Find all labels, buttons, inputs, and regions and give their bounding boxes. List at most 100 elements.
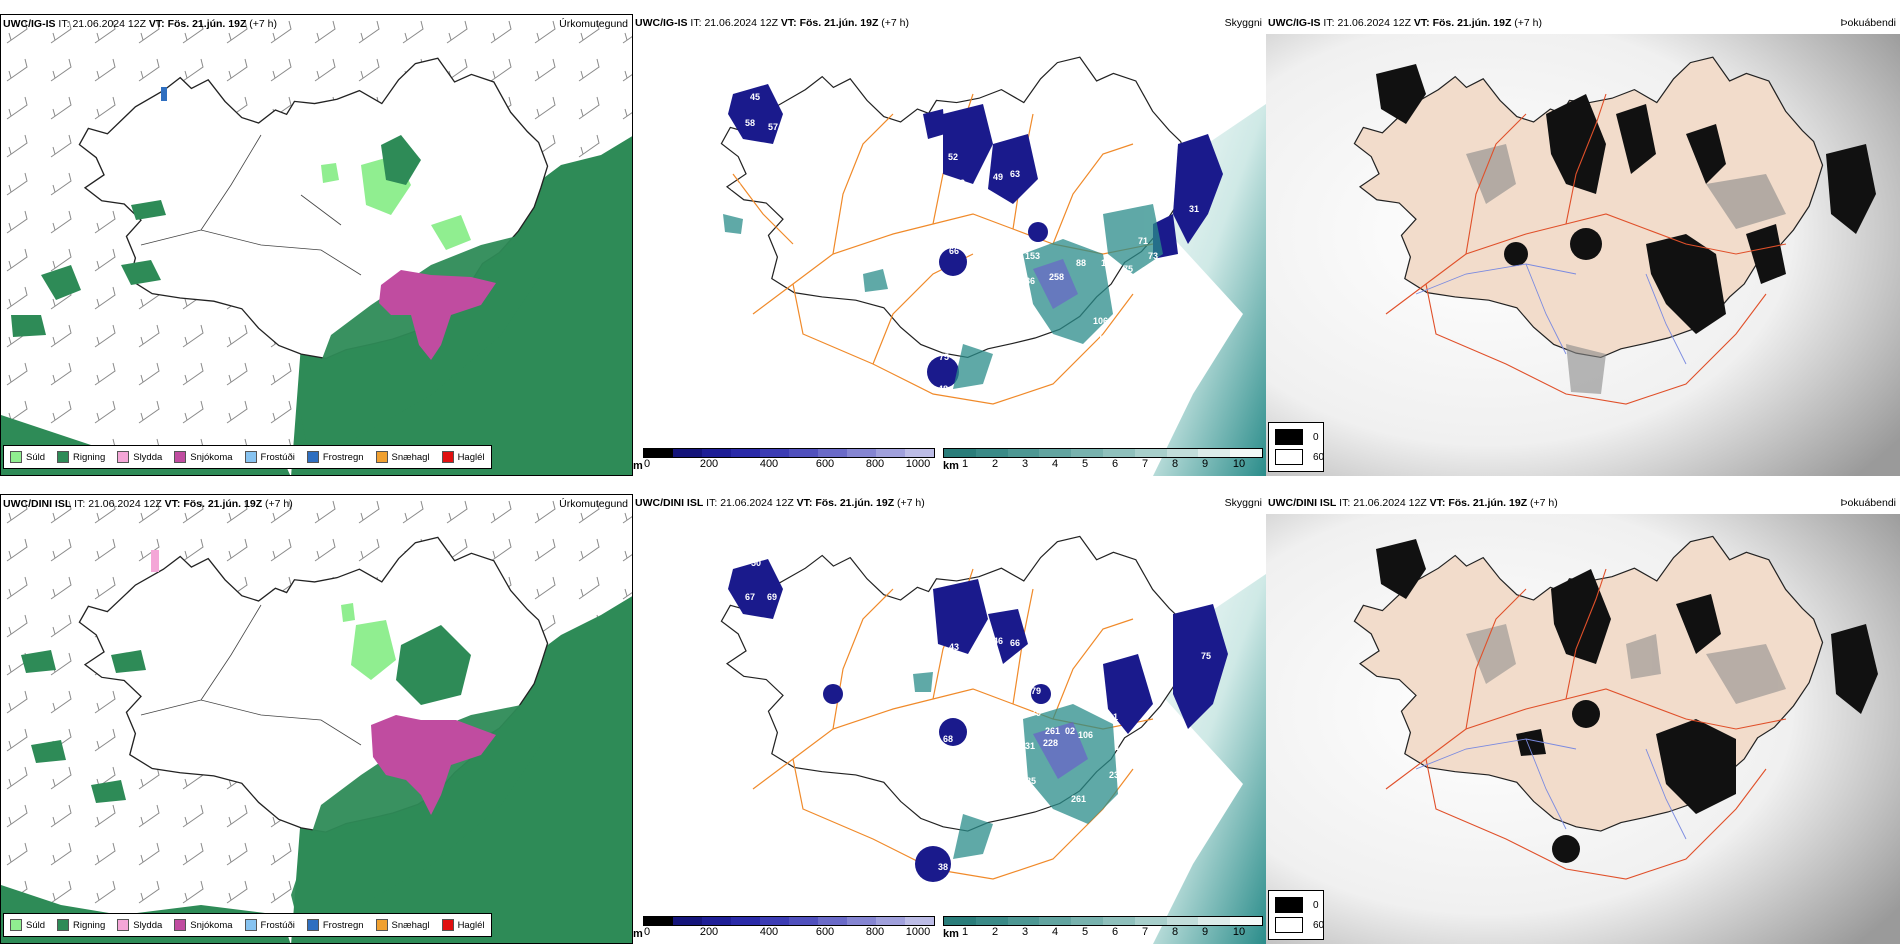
vis-value: 49 [993, 172, 1003, 182]
rain-area [21, 650, 146, 803]
legend-item: Snæhagl [375, 919, 430, 931]
swatch [244, 451, 257, 463]
swatch [306, 451, 319, 463]
legend-item: Snæhagl [375, 451, 430, 463]
swatch [174, 919, 187, 931]
swatch [57, 451, 70, 463]
lead-time: (+7 h) [265, 498, 293, 510]
legend-item: Frostúði [244, 919, 295, 931]
param-name: Úrkomutegund [559, 18, 628, 30]
swatch [375, 451, 388, 463]
vis-value: 58 [745, 118, 755, 128]
swatch [10, 451, 22, 463]
visibility-colorbar-m: m 0 200 400 600 800 1000 [633, 448, 935, 472]
init-time: 21.06.2024 12Z [704, 17, 778, 29]
vis-value: 67 [1033, 214, 1043, 224]
fog-areas [1376, 539, 1878, 863]
vis-value: 66 [1010, 638, 1020, 648]
legend-item: Súld [10, 451, 45, 463]
panel-header: UWC/IG-IS IT: 21.06.2024 12Z VT: Fös. 21… [3, 18, 277, 30]
panel-header: UWC/IG-IS IT: 21.06.2024 12Z VT: Fös. 21… [1268, 17, 1542, 29]
vis-value: 13 [1115, 278, 1125, 288]
colorbar-ticks: 1 2 3 4 5 6 7 8 9 10 [961, 458, 1246, 470]
vt-label: VT: [148, 18, 165, 30]
swatch [10, 919, 22, 931]
valid-time: Fös. 21.jún. 19Z [1432, 17, 1512, 29]
vis-value: 68 [1143, 726, 1153, 736]
colorbar-strip [943, 448, 1263, 458]
param-name: Þokuábendi [1840, 17, 1896, 29]
rain-area [396, 625, 471, 705]
model-name: UWC/DINI ISL [3, 498, 72, 510]
visibility-patch [1033, 259, 1078, 309]
vis-value: 50 [751, 558, 761, 568]
low-visibility-areas [728, 559, 1228, 882]
vis-value: 38 [938, 862, 948, 872]
low-visibility-areas [728, 84, 1223, 388]
vis-value: 79 [1031, 708, 1041, 718]
model-name: UWC/IG-IS [3, 18, 56, 30]
valid-time: Fös. 21.jún. 19Z [815, 497, 895, 509]
visibility-map-top: 45 58 57 52 42 49 63 67 66 153 88 166 75… [720, 56, 1266, 476]
visibility-labels: 45 58 57 52 42 49 63 67 66 153 88 166 75… [731, 92, 1199, 394]
model-name: UWC/DINI ISL [1268, 497, 1337, 509]
vis-value: 69 [767, 592, 777, 602]
colorbar-unit: km [943, 928, 959, 940]
init-time: 21.06.2024 12Z [1353, 497, 1427, 509]
vis-value: 72 [731, 646, 741, 656]
legend-item: Slydda [117, 451, 162, 463]
swatch [306, 919, 319, 931]
swatch [174, 451, 187, 463]
vis-value: 71 [869, 260, 879, 270]
swatch [1275, 429, 1303, 445]
lead-time: (+7 h) [881, 17, 910, 29]
vis-value: 46 [993, 636, 1003, 646]
colorbar-ticks: 0 200 400 600 800 1000 [643, 926, 931, 938]
vis-value: 68 [943, 734, 953, 744]
panel-header: UWC/DINI ISL IT: 21.06.2024 12Z VT: Fös.… [635, 497, 925, 509]
lead-time: (+7 h) [1530, 497, 1558, 509]
swatch [1275, 897, 1303, 913]
vis-value: 15 [1165, 591, 1175, 601]
vis-value: 140 [1115, 742, 1130, 752]
vis-value: 71 [1138, 236, 1148, 246]
vt-label: VT: [1429, 497, 1446, 509]
vis-value: 02 [1065, 726, 1075, 736]
vis-value: 186 [1143, 641, 1158, 651]
sleet-spot [151, 550, 159, 572]
vis-value: 88 [1076, 258, 1086, 268]
colorbar-ticks: 1 2 3 4 5 6 7 8 9 10 [961, 926, 1246, 938]
precip-legend: Súld Rigning Slydda Snjókoma Frostúði Fr… [3, 913, 492, 937]
swatch [1275, 449, 1303, 465]
init-time: 21.06.2024 12Z [88, 498, 162, 510]
model-name: UWC/IG-IS [635, 17, 688, 29]
vis-value: 52 [1036, 666, 1046, 676]
fog-areas [1376, 64, 1876, 334]
legend-item: Frostúði [244, 451, 295, 463]
vt-label: VT: [1413, 17, 1430, 29]
legend-item: Frostregn [306, 451, 364, 463]
colorbar-strip [643, 916, 935, 926]
vis-value: 331 [1121, 641, 1136, 651]
vis-value: 86 [1025, 276, 1035, 286]
snow-area [371, 715, 496, 815]
vis-value: 45 [750, 92, 760, 102]
vis-value: 63 [1010, 169, 1020, 179]
drizzle-area [431, 215, 471, 250]
swatch [117, 919, 130, 931]
precip-map-top [1, 15, 632, 475]
freezing-rain-spot [161, 87, 167, 101]
vis-value: 166 [1101, 258, 1116, 268]
vis-value: 14 [731, 182, 741, 192]
panel-header: UWC/DINI ISL IT: 21.06.2024 12Z VT: Fös.… [1268, 497, 1558, 509]
swatch [375, 919, 388, 931]
visibility-patch [1033, 722, 1088, 779]
colorbar-strip [643, 448, 935, 458]
vis-value: 66 [949, 246, 959, 256]
legend-item: Haglél [441, 919, 485, 931]
it-label: IT: [690, 17, 702, 29]
panel-fog-top: UWC/IG-IS IT: 21.06.2024 12Z VT: Fös. 21… [1266, 14, 1900, 476]
rain-area [291, 705, 541, 935]
visibility-colorbar-km: km 1 2 3 4 5 6 7 8 9 10 [943, 448, 1263, 472]
vis-value: 75 [939, 352, 949, 362]
